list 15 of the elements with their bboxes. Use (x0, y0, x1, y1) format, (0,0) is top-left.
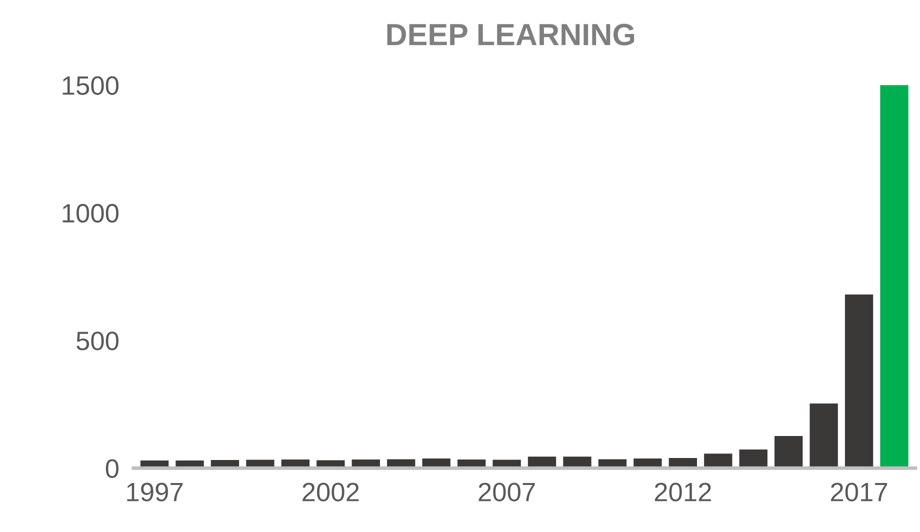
x-tick-label: 2012 (654, 482, 711, 502)
x-tick-label: 2002 (302, 482, 359, 502)
bar (774, 436, 803, 468)
x-tick-label: 2007 (478, 482, 535, 502)
x-tick-label: 1997 (127, 482, 183, 502)
bar (810, 404, 838, 468)
y-tick-label: 500 (76, 332, 118, 350)
y-tick-label: 1000 (62, 204, 118, 223)
y-tick-label: 0 (106, 459, 118, 478)
bar (739, 450, 768, 468)
bar (844, 294, 874, 468)
y-tick-label: 1500 (62, 76, 118, 95)
x-tick-label: 2017 (831, 482, 888, 502)
bar (880, 85, 908, 468)
chart-title: DEEP LEARNING (387, 24, 634, 46)
